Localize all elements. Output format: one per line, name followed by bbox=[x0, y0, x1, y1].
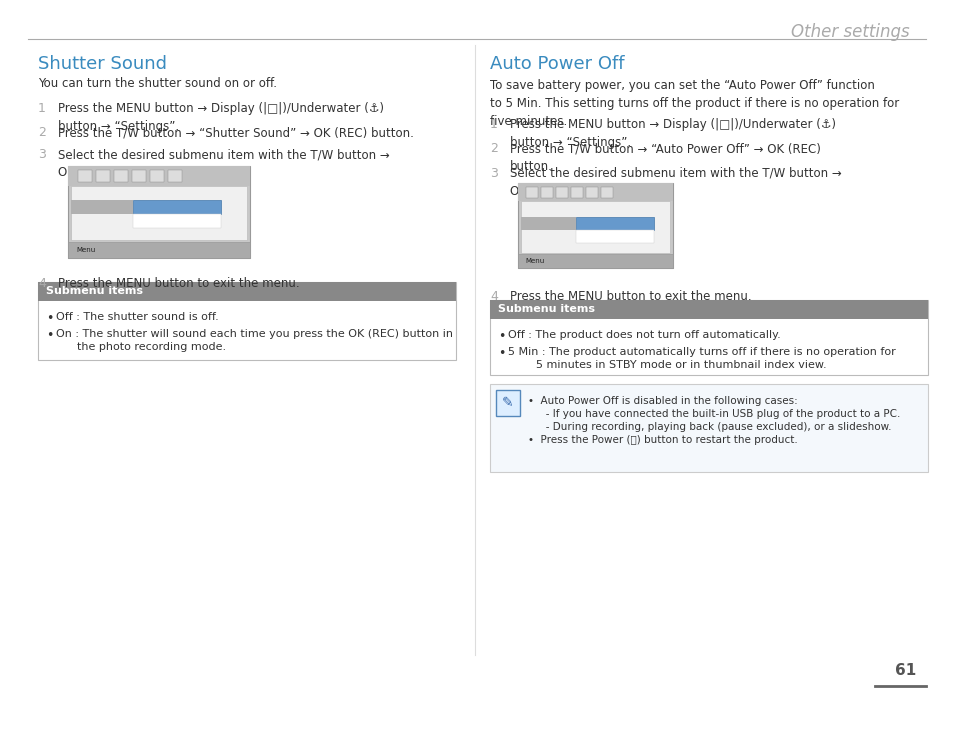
Text: Press the MENU button to exit the menu.: Press the MENU button to exit the menu. bbox=[58, 277, 299, 290]
Text: Press the MENU button → Display (|□|)/Underwater (⚓)
button → “Settings”.: Press the MENU button → Display (|□|)/Un… bbox=[510, 118, 835, 149]
Bar bbox=[113, 170, 128, 182]
Bar bbox=[38, 282, 456, 301]
Text: Select the desired submenu item with the T/W button →
OK (REC) button.: Select the desired submenu item with the… bbox=[58, 148, 390, 179]
Bar bbox=[68, 166, 250, 258]
Bar bbox=[71, 186, 247, 240]
Bar bbox=[68, 242, 250, 258]
Bar bbox=[540, 187, 553, 198]
Text: Menu: Menu bbox=[76, 247, 95, 253]
Text: 2: 2 bbox=[38, 126, 46, 139]
Text: 4: 4 bbox=[38, 277, 46, 290]
Bar bbox=[571, 187, 582, 198]
Bar bbox=[585, 187, 598, 198]
Bar bbox=[132, 200, 221, 214]
Text: 1: 1 bbox=[38, 102, 46, 115]
Bar bbox=[517, 254, 672, 268]
Bar bbox=[490, 300, 927, 319]
Text: To save battery power, you can set the “Auto Power Off” function
to 5 Min. This : To save battery power, you can set the “… bbox=[490, 79, 899, 128]
Text: •: • bbox=[46, 312, 53, 325]
Bar bbox=[68, 166, 250, 186]
Text: Press the T/W button → “Auto Power Off” → OK (REC)
button.: Press the T/W button → “Auto Power Off” … bbox=[510, 142, 820, 173]
Text: 2: 2 bbox=[490, 142, 497, 155]
Text: 3: 3 bbox=[490, 167, 497, 180]
Text: 5 Min : The product automatically turns off if there is no operation for
       : 5 Min : The product automatically turns … bbox=[507, 347, 895, 370]
Text: Submenu items: Submenu items bbox=[46, 286, 143, 296]
Text: - During recording, playing back (pause excluded), or a slideshow.: - During recording, playing back (pause … bbox=[536, 422, 890, 432]
Text: •: • bbox=[46, 329, 53, 342]
Bar bbox=[132, 170, 146, 182]
Text: Other settings: Other settings bbox=[791, 23, 909, 41]
Text: 4: 4 bbox=[490, 290, 497, 303]
Text: Auto Power Off: Auto Power Off bbox=[490, 55, 624, 73]
Bar bbox=[496, 390, 519, 416]
Bar bbox=[38, 282, 456, 360]
Text: 61: 61 bbox=[894, 663, 915, 678]
Text: •  Auto Power Off is disabled in the following cases:: • Auto Power Off is disabled in the foll… bbox=[527, 396, 797, 406]
Bar bbox=[520, 201, 669, 253]
Bar bbox=[96, 170, 110, 182]
Text: 1: 1 bbox=[490, 118, 497, 131]
Bar bbox=[520, 217, 576, 230]
Bar bbox=[556, 187, 567, 198]
Text: Menu: Menu bbox=[524, 258, 543, 264]
Bar bbox=[71, 200, 132, 214]
Text: Submenu items: Submenu items bbox=[497, 304, 595, 315]
Bar bbox=[490, 300, 927, 375]
Bar bbox=[150, 170, 164, 182]
Bar bbox=[517, 183, 672, 268]
Text: Press the MENU button to exit the menu.: Press the MENU button to exit the menu. bbox=[510, 290, 751, 303]
Text: Shutter Sound: Shutter Sound bbox=[38, 55, 167, 73]
Text: 3: 3 bbox=[38, 148, 46, 161]
Text: •: • bbox=[497, 347, 505, 360]
Bar bbox=[576, 230, 654, 243]
Text: Off : The shutter sound is off.: Off : The shutter sound is off. bbox=[56, 312, 218, 322]
Text: Off : The product does not turn off automatically.: Off : The product does not turn off auto… bbox=[507, 330, 780, 340]
Text: ✎: ✎ bbox=[501, 396, 514, 410]
Text: •: • bbox=[497, 330, 505, 343]
Text: Press the T/W button → “Shutter Sound” → OK (REC) button.: Press the T/W button → “Shutter Sound” →… bbox=[58, 126, 414, 139]
Bar bbox=[78, 170, 91, 182]
Bar bbox=[517, 183, 672, 201]
Bar bbox=[576, 217, 654, 230]
Text: - If you have connected the built-in USB plug of the product to a PC.: - If you have connected the built-in USB… bbox=[536, 409, 900, 419]
Text: You can turn the shutter sound on or off.: You can turn the shutter sound on or off… bbox=[38, 77, 276, 90]
Text: Press the MENU button → Display (|□|)/Underwater (⚓)
button → “Settings”.: Press the MENU button → Display (|□|)/Un… bbox=[58, 102, 384, 133]
Bar bbox=[525, 187, 537, 198]
Text: Select the desired submenu item with the T/W button →
OK (REC) button.: Select the desired submenu item with the… bbox=[510, 167, 841, 198]
Text: •  Press the Power (⏻) button to restart the product.: • Press the Power (⏻) button to restart … bbox=[527, 435, 797, 445]
Text: On : The shutter will sound each time you press the OK (REC) button in
      the: On : The shutter will sound each time yo… bbox=[56, 329, 453, 352]
Bar bbox=[490, 384, 927, 472]
Bar bbox=[132, 214, 221, 228]
Bar bbox=[168, 170, 182, 182]
Bar bbox=[600, 187, 613, 198]
